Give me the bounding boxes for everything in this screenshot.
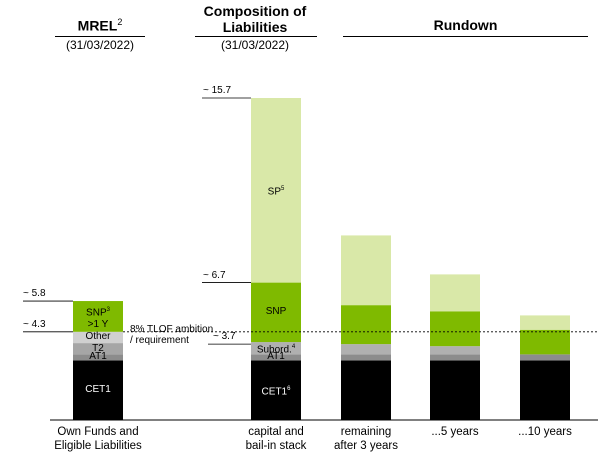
bar-1-segment-subord <box>251 342 301 355</box>
segment-label-text: Other <box>85 331 111 343</box>
y-marker-label-1: ~ 6.7 <box>203 269 226 281</box>
bar-1-label-subord: Subord.4 <box>241 342 311 355</box>
segment-label-text: CET1 <box>85 384 111 396</box>
x-tick-label-line: ...10 years <box>518 426 572 438</box>
segment-label-text: T2 <box>92 342 104 354</box>
bar-0-segment-at1 <box>73 354 123 361</box>
segment-label-text: SP <box>267 186 281 198</box>
bar-4-segment-at1 <box>520 354 570 361</box>
bar-3-segment-sp <box>430 274 480 312</box>
mrel-date: (31/03/2022) <box>65 38 135 52</box>
x-tick-label-line: remaining <box>340 426 392 438</box>
bar-3-segment-subord <box>430 346 480 355</box>
y-marker-label-0: ~ 15.7 <box>203 85 232 96</box>
bar-0-label-t2: T2 <box>63 343 133 354</box>
rundown-title: Rundown <box>433 17 498 33</box>
bar-3-segment-cet1 <box>430 360 480 420</box>
x-tick-label-2: remaining after 3 years <box>311 425 421 453</box>
segment-label-sup: 5 <box>281 186 285 193</box>
y-marker-label-3: ~ 4.3 <box>23 318 46 330</box>
segment-label-sup: 6 <box>287 386 291 393</box>
mrel-rule <box>55 36 145 37</box>
bar-0-label-at1: AT1 <box>63 351 133 362</box>
bar-0-segment-other <box>73 331 123 344</box>
composition-title-line1: Composition of <box>203 3 307 19</box>
segment-label-line2: >1 Y <box>87 318 109 330</box>
bar-1-segment-cet1 <box>251 360 301 420</box>
mrel-title-text: MREL <box>77 17 118 34</box>
tlof-annotation-line2: / requirement <box>130 334 189 346</box>
bar-0-segment-t2 <box>73 343 123 355</box>
bar-1-label-sp: SP5 <box>241 184 311 197</box>
segment-label-sup: 4 <box>291 344 296 351</box>
x-tick-label-0: Own Funds and Eligible Liabilities <box>43 425 153 453</box>
bar-3-segment-snp <box>430 311 480 347</box>
x-tick-label-line: after 3 years <box>334 440 398 452</box>
bar-1-segment-sp <box>251 98 301 283</box>
segment-label-text: CET1 <box>261 386 288 398</box>
bar-4-segment-sp <box>520 315 570 330</box>
x-tick-label-line: ...5 years <box>431 426 479 438</box>
x-tick-label-1: capital and bail-in stack <box>221 425 331 453</box>
bar-0-label-other: Other <box>63 331 133 342</box>
bar-1-label-snp: SNP <box>241 306 311 317</box>
mrel-title-sup: 2 <box>117 17 123 27</box>
segment-label-text: AT1 <box>89 351 107 363</box>
bar-1-label-cet1: CET16 <box>241 384 311 397</box>
x-tick-label-line: Own Funds and <box>57 426 139 438</box>
x-tick-label-line: bail-in stack <box>245 440 307 452</box>
y-marker-label-2: ~ 5.8 <box>23 288 46 300</box>
bar-2-segment-snp <box>341 305 391 345</box>
bar-2-segment-subord <box>341 344 391 355</box>
bar-0-label-snp: SNP3 >1 Y <box>63 305 133 329</box>
segment-label-text: SNP <box>86 307 107 319</box>
x-tick-label-line: capital and <box>248 426 304 438</box>
x-tick-label-4: ...10 years <box>490 425 600 439</box>
bar-2-segment-cet1 <box>341 360 391 420</box>
bar-1-label-at1: AT1 <box>241 351 311 362</box>
segment-label-text: AT1 <box>267 351 285 363</box>
bar-4-segment-snp <box>520 329 570 355</box>
y-marker-label-4: ~ 3.7 <box>213 331 236 343</box>
bar-3-segment-at1 <box>430 354 480 361</box>
tlof-annotation-line1: 8% TLOF ambition <box>130 323 214 335</box>
x-tick-label-line: Eligible Liabilities <box>54 440 142 452</box>
bar-2-segment-at1 <box>341 354 391 361</box>
segment-label-sup: 3 <box>106 307 110 314</box>
bar-0-segment-snp <box>73 301 123 332</box>
composition-rule <box>195 36 317 37</box>
bar-0-segment-cet1 <box>73 360 123 420</box>
mrel-title: MREL2 <box>45 17 155 34</box>
rundown-rule <box>343 36 588 37</box>
bar-2-segment-sp <box>341 235 391 306</box>
segment-label-text: SNP <box>265 306 287 318</box>
bar-4-segment-cet1 <box>520 360 570 420</box>
segment-label-text: Subord. <box>256 344 292 356</box>
bar-0-label-cet1: CET1 <box>63 384 133 395</box>
composition-title-line2: Liabilities <box>222 19 288 35</box>
composition-date: (31/03/2022) <box>220 38 290 52</box>
x-tick-label-3: ...5 years <box>400 425 510 439</box>
bar-1-segment-at1 <box>251 354 301 361</box>
